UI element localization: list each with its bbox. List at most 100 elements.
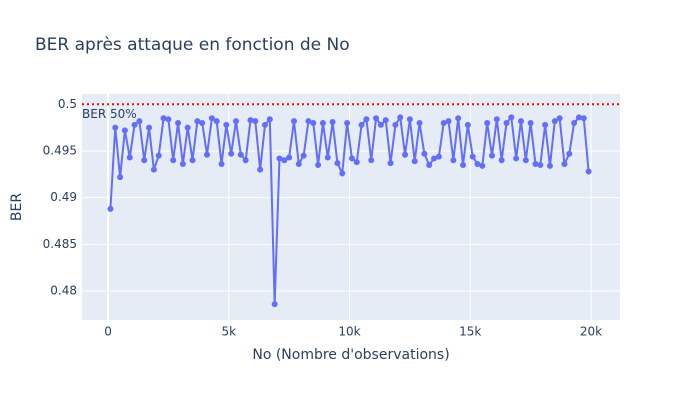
data-point (218, 161, 225, 168)
data-point (368, 157, 375, 164)
x-tick-label: 5k (221, 325, 236, 339)
data-point (189, 157, 196, 164)
data-point (416, 119, 423, 126)
chart-title: BER après attaque en fonction de No (35, 35, 350, 55)
data-point (348, 155, 355, 162)
data-point (204, 151, 211, 158)
data-point (175, 119, 182, 126)
data-point (295, 161, 302, 168)
data-point (160, 115, 167, 122)
reference-label: BER 50% (82, 107, 137, 121)
data-point (503, 119, 510, 126)
y-tick-label: 0.495 (43, 143, 77, 157)
data-point (252, 118, 259, 125)
data-point (242, 157, 249, 164)
data-point (474, 161, 481, 168)
data-point (363, 116, 370, 123)
x-axis-title: No (Nombre d'observations) (252, 347, 449, 363)
data-point (121, 127, 128, 134)
data-point (445, 118, 452, 125)
data-point (561, 161, 568, 168)
data-point (513, 155, 520, 162)
data-point (339, 170, 346, 177)
data-point (213, 118, 220, 125)
data-point (353, 159, 360, 166)
data-point (373, 115, 380, 122)
data-point (493, 116, 500, 123)
data-point (208, 115, 215, 122)
data-point (382, 117, 389, 124)
data-point (324, 154, 331, 161)
data-point (387, 160, 394, 167)
data-point (392, 121, 399, 128)
data-point (585, 168, 592, 175)
x-tick-label: 20k (580, 325, 602, 339)
y-tick-label: 0.485 (43, 237, 77, 251)
data-point (527, 119, 534, 126)
data-point (228, 150, 235, 157)
data-point (300, 152, 307, 159)
data-point (575, 114, 582, 121)
data-point (223, 121, 230, 128)
data-point (344, 119, 351, 126)
data-point (194, 118, 201, 125)
data-point (469, 153, 476, 160)
data-point (580, 115, 587, 122)
data-point (551, 118, 558, 125)
data-point (329, 119, 336, 126)
data-point (479, 162, 486, 169)
data-point (261, 121, 268, 128)
data-point (571, 119, 578, 126)
data-point (281, 157, 288, 164)
data-point (107, 205, 114, 212)
data-point (421, 150, 428, 157)
data-point (199, 119, 206, 126)
data-point (450, 157, 457, 164)
data-point (136, 118, 143, 125)
data-point (334, 160, 341, 167)
data-point (290, 118, 297, 125)
data-point (170, 157, 177, 164)
data-point (233, 118, 240, 125)
data-point (305, 118, 312, 125)
data-point (522, 157, 529, 164)
y-tick-label: 0.5 (58, 97, 77, 111)
data-point (426, 161, 433, 168)
data-point (546, 162, 553, 169)
data-point (556, 115, 563, 122)
data-point (532, 161, 539, 168)
data-point (310, 119, 317, 126)
data-point (377, 121, 384, 128)
data-point (165, 116, 172, 123)
data-point (406, 116, 413, 123)
x-tick-label: 0 (104, 325, 112, 339)
data-point (266, 116, 273, 123)
data-point (508, 114, 515, 121)
data-point (179, 161, 186, 168)
data-point (184, 124, 191, 131)
data-point (440, 119, 447, 126)
x-tick-label: 15k (459, 325, 481, 339)
data-point (150, 166, 157, 173)
data-point (484, 119, 491, 126)
data-point (498, 157, 505, 164)
data-point (397, 114, 404, 121)
data-point (126, 154, 133, 161)
data-point (537, 161, 544, 168)
data-point (435, 153, 442, 160)
data-point (237, 151, 244, 158)
data-point (464, 121, 471, 128)
data-point (319, 119, 326, 126)
data-point (460, 161, 467, 168)
data-point (315, 161, 322, 168)
data-point (358, 121, 365, 128)
data-point (542, 121, 549, 128)
y-tick-label: 0.49 (50, 190, 77, 204)
data-point (155, 152, 162, 159)
data-point (112, 124, 119, 131)
data-point (411, 158, 418, 165)
data-point (489, 152, 496, 159)
data-point (517, 118, 524, 125)
data-point (566, 150, 573, 157)
data-point (117, 174, 124, 181)
